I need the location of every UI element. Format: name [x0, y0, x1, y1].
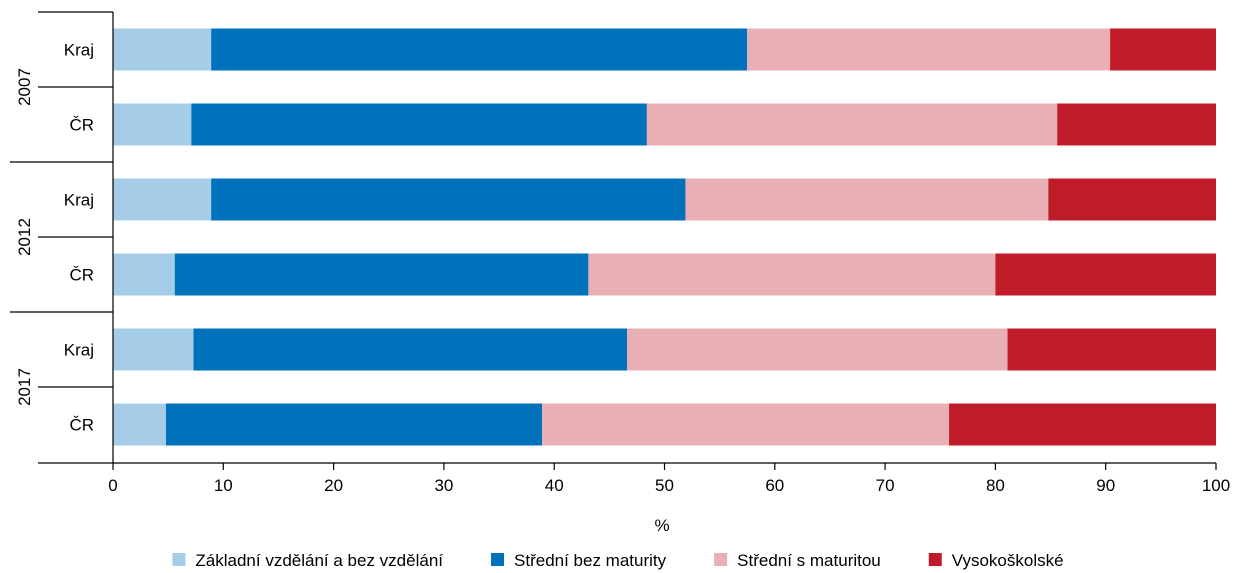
bar-segment-2017-1-series-1 — [165, 403, 543, 446]
axes-layer: 0 10 20 30 40 50 60 70 80 90 100 — [10, 11, 1230, 495]
legend-item: Základní vzdělání a bez vzdělání — [172, 551, 443, 570]
legend: Základní vzdělání a bez vzdělání Střední … — [172, 551, 1064, 570]
x-tick-label: 10 — [214, 476, 233, 495]
x-tick-label: 70 — [876, 476, 895, 495]
legend-label: Vysokoškolské — [952, 551, 1064, 570]
x-axis-title: % — [654, 516, 669, 535]
legend-swatch — [172, 553, 186, 566]
legend-label: Základní vzdělání a bez vzdělání — [195, 551, 443, 570]
x-tick-label: 30 — [434, 476, 453, 495]
group-label-2012: 2012 — [15, 218, 34, 256]
category-label: ČR — [69, 266, 94, 285]
bar-segment-2007-0-series-1 — [211, 28, 748, 71]
legend-item: Střední bez maturity — [491, 551, 667, 570]
bar-segment-2007-1-series-2 — [646, 103, 1058, 146]
bars-layer — [113, 28, 1216, 446]
category-label: ČR — [69, 416, 94, 435]
legend-label: Střední s maturitou — [737, 551, 881, 570]
bar-segment-2007-0-series-0 — [113, 28, 212, 71]
legend-label: Střední bez maturity — [514, 551, 667, 570]
bar-segment-2017-0-series-2 — [626, 328, 1008, 371]
labels-layer: Kraj ČR Kraj ČR Kraj ČR 2007 2012 2017 — [15, 41, 94, 435]
bar-segment-2017-1-series-3 — [949, 403, 1216, 446]
bar-segment-2007-0-series-2 — [747, 28, 1111, 71]
bar-segment-2012-0-series-1 — [211, 178, 686, 221]
bar-segment-2012-1-series-1 — [174, 253, 589, 296]
legend-swatch — [491, 553, 505, 566]
legend-item: Vysokoškolské — [928, 551, 1064, 570]
bar-segment-2007-1-series-0 — [113, 103, 192, 146]
x-tick-label: 50 — [655, 476, 674, 495]
bar-segment-2012-1-series-0 — [113, 253, 175, 296]
x-tick-label: 90 — [1096, 476, 1115, 495]
bar-segment-2012-1-series-3 — [995, 253, 1216, 296]
bar-segment-2017-0-series-0 — [113, 328, 194, 371]
bar-segment-2012-1-series-2 — [588, 253, 996, 296]
x-tick-label: 0 — [108, 476, 117, 495]
bar-segment-2012-0-series-3 — [1048, 178, 1216, 221]
category-label: Kraj — [64, 41, 94, 60]
category-label: ČR — [69, 116, 94, 135]
bar-segment-2017-1-series-0 — [113, 403, 166, 446]
bar-segment-2012-0-series-2 — [685, 178, 1049, 221]
x-tick-label: 60 — [765, 476, 784, 495]
x-tick-label: 20 — [324, 476, 343, 495]
bar-segment-2007-1-series-3 — [1057, 103, 1216, 146]
x-tick-label: 100 — [1202, 476, 1230, 495]
legend-swatch — [714, 553, 728, 566]
legend-item: Střední s maturitou — [714, 551, 881, 570]
bar-segment-2007-0-series-3 — [1110, 28, 1216, 71]
category-label: Kraj — [64, 341, 94, 360]
x-tick-label: 40 — [545, 476, 564, 495]
bar-segment-2017-0-series-1 — [193, 328, 627, 371]
category-label: Kraj — [64, 191, 94, 210]
group-label-2007: 2007 — [15, 68, 34, 106]
bar-segment-2017-0-series-3 — [1007, 328, 1216, 371]
group-label-2017: 2017 — [15, 368, 34, 406]
bar-segment-2007-1-series-1 — [191, 103, 647, 146]
x-tick-label: 80 — [986, 476, 1005, 495]
bar-segment-2017-1-series-2 — [542, 403, 950, 446]
legend-swatch — [928, 553, 942, 566]
bar-segment-2012-0-series-0 — [113, 178, 212, 221]
